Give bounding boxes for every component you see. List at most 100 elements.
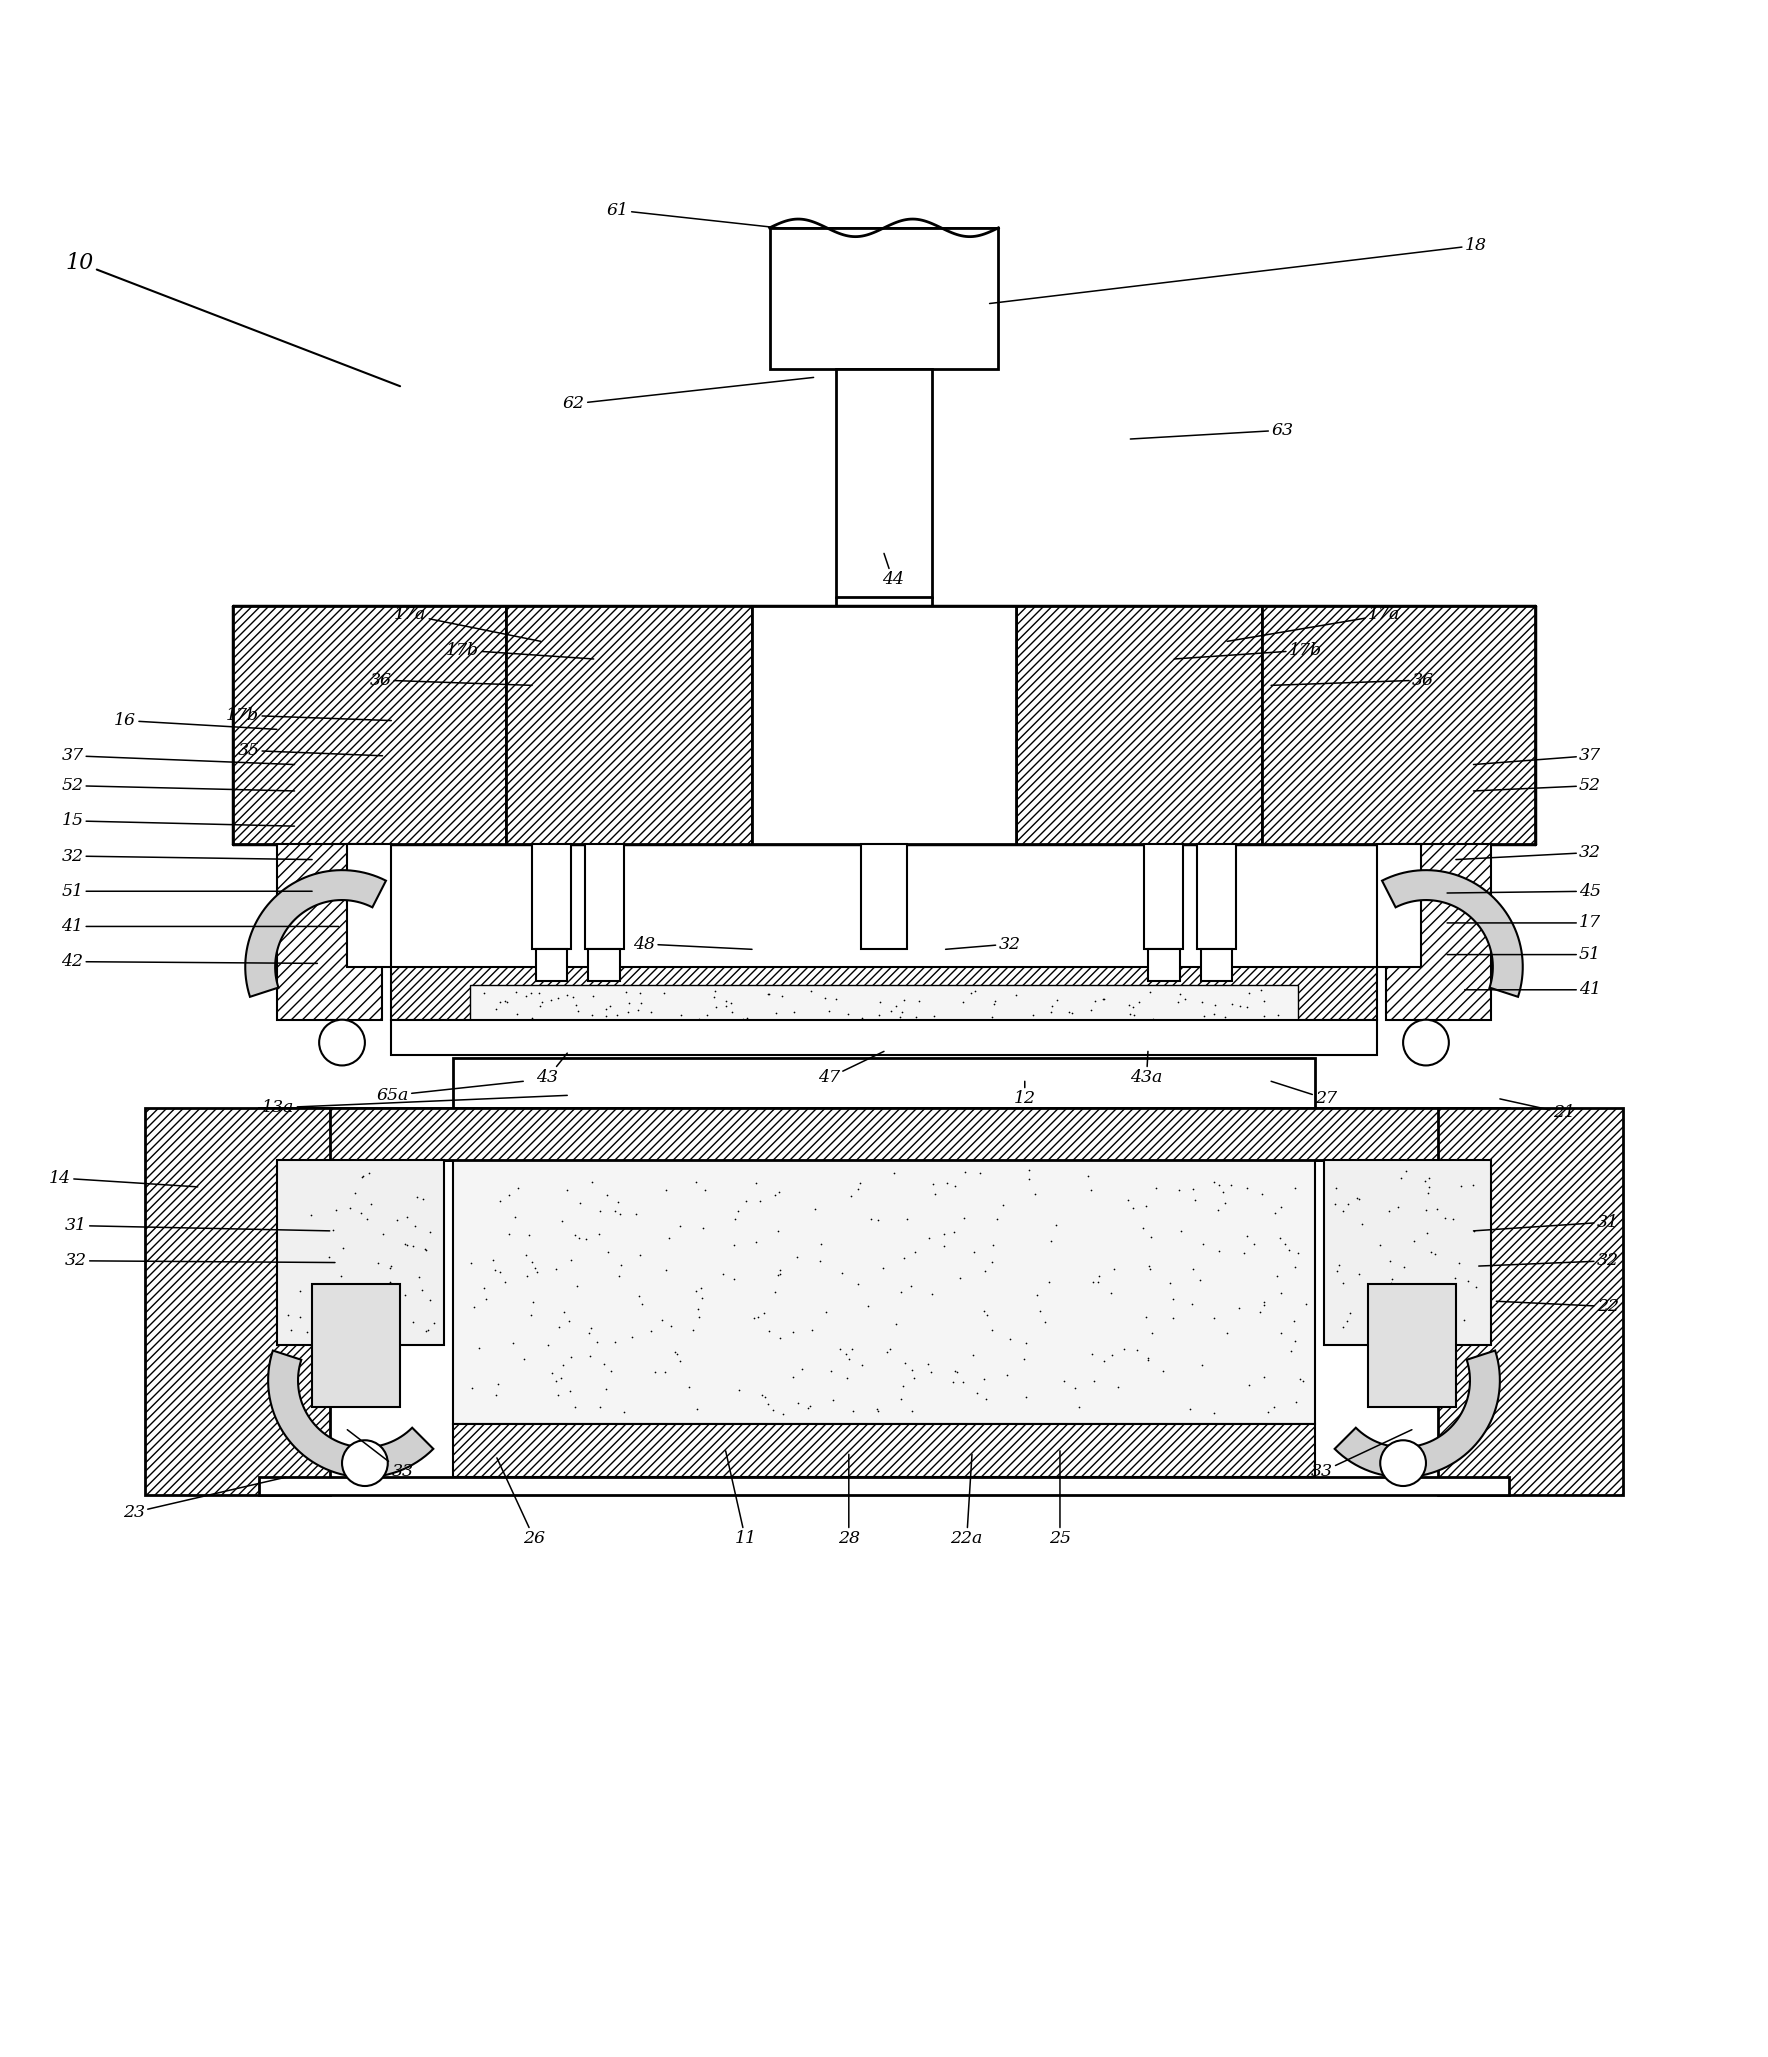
Point [651,977,679,1010]
Point [1287,1362,1315,1395]
Bar [470,985,1298,1028]
Point [1135,1253,1163,1286]
Point [560,1220,589,1253]
Bar [391,1020,1377,1055]
Point [465,1331,493,1364]
Point [460,1290,488,1323]
Point [743,1166,771,1199]
Point [583,1327,612,1360]
Point [493,985,522,1018]
Point [801,1193,829,1226]
Point [591,1347,619,1380]
Point [408,1273,437,1306]
Point [1284,1236,1312,1269]
Point [370,1218,398,1251]
Point [764,1259,792,1292]
Point [1421,1238,1450,1271]
Point [866,985,895,1018]
Polygon shape [1383,870,1522,998]
Point [1280,1304,1308,1337]
Point [944,1006,972,1039]
Point [880,1156,909,1189]
Point [834,998,863,1031]
Point [827,1257,856,1290]
Point [1322,1255,1351,1288]
Point [914,1347,942,1380]
Text: 41: 41 [1464,981,1602,998]
Point [1137,975,1165,1008]
Point [636,1314,665,1347]
Point [1170,983,1199,1016]
Point [1142,1170,1170,1203]
Point [663,1337,691,1370]
Point [274,1298,302,1331]
Point [559,981,587,1014]
Point [971,1382,999,1415]
Point [392,1201,421,1234]
Point [1439,1306,1467,1339]
Point [548,1347,576,1380]
Point [1200,1302,1229,1335]
Bar [1144,843,1183,950]
Point [479,1242,507,1275]
Bar [585,843,624,950]
Point [541,1366,569,1399]
Point [364,1247,392,1279]
Point [1429,1306,1457,1339]
Point [1204,1193,1232,1226]
Point [1333,1304,1361,1337]
Point [988,1189,1017,1222]
Point [769,979,797,1012]
Point [612,975,640,1008]
Text: 28: 28 [838,1454,859,1547]
Point [355,1156,384,1189]
Point [624,994,652,1026]
Point [1050,1366,1078,1399]
Point [690,1212,718,1244]
Point [603,1000,631,1033]
Point [794,1391,822,1423]
Point [978,1244,1006,1277]
Point [725,1195,753,1228]
Point [1190,1000,1218,1033]
Point [1018,1000,1047,1033]
Text: 51: 51 [62,882,313,899]
Point [1119,1191,1147,1224]
Text: 33: 33 [1310,1430,1413,1481]
Point [720,1228,748,1261]
Point [1133,1341,1162,1374]
Text: 17b: 17b [226,708,391,724]
Point [700,975,728,1008]
Point [1055,996,1084,1028]
Point [1250,1288,1278,1321]
Point [882,989,911,1022]
Point [347,1197,375,1230]
Point [603,1185,631,1218]
Point [458,1372,486,1405]
Text: 51: 51 [1446,946,1602,963]
Point [1200,989,1229,1022]
Point [755,1314,783,1347]
Point [359,1312,387,1345]
Point [1321,1189,1349,1222]
Point [341,1177,370,1210]
Point [555,1304,583,1337]
Point [377,1292,405,1325]
Point [1080,985,1109,1018]
Point [1450,1302,1478,1335]
Text: 12: 12 [1013,1082,1036,1107]
Point [783,1240,812,1273]
Point [286,1300,315,1333]
Point [486,1255,514,1288]
Point [941,1170,969,1203]
Bar [1262,607,1535,843]
Point [1344,1183,1372,1216]
Point [492,1265,520,1298]
Point [682,1275,711,1308]
Point [1250,1360,1278,1393]
Point [691,1172,720,1205]
Point [327,1319,355,1351]
Point [1430,1201,1459,1234]
Point [1280,1172,1308,1205]
Point [789,1351,817,1384]
